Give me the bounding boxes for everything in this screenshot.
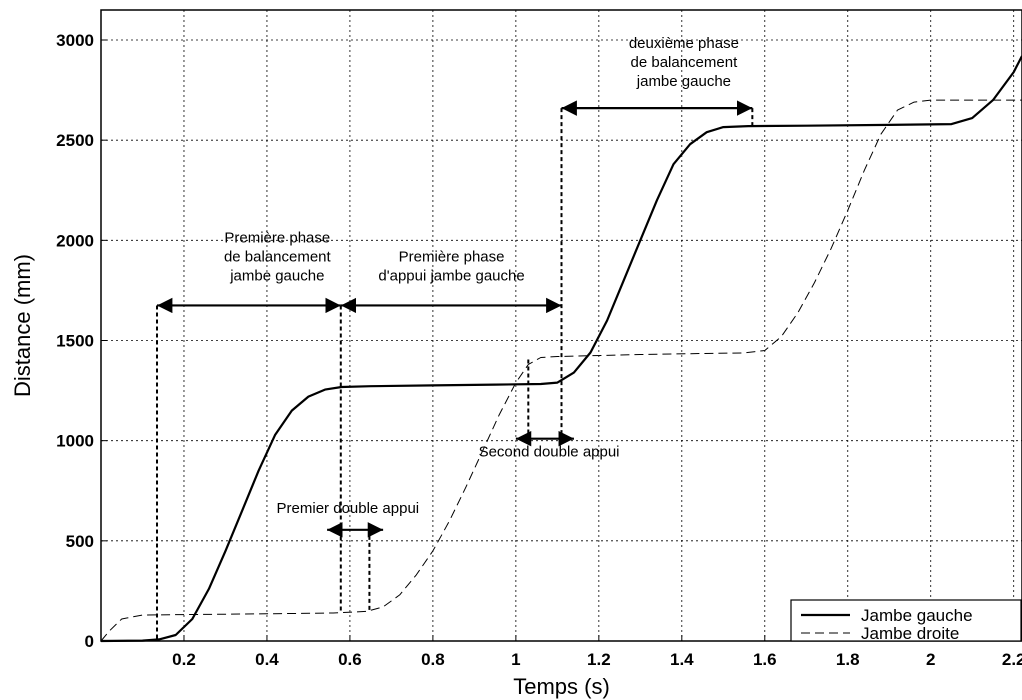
annotation-second-double: Second double appui xyxy=(479,444,620,461)
x-axis-label: Temps (s) xyxy=(513,674,610,699)
x-tick-label: 2.2 xyxy=(1002,650,1022,669)
y-tick-label: 2000 xyxy=(56,231,94,250)
phase-markers xyxy=(156,100,754,640)
y-tick-label: 1000 xyxy=(56,432,94,451)
x-tick-label: 1.8 xyxy=(836,650,860,669)
x-tick-label: 0.2 xyxy=(172,650,196,669)
y-tick-label: 1500 xyxy=(56,332,94,351)
x-tick-label: 0.8 xyxy=(421,650,445,669)
y-tick-label: 500 xyxy=(66,532,94,551)
legend-label-jambe-gauche: Jambe gauche xyxy=(861,606,973,625)
x-tick-label: 1.6 xyxy=(753,650,777,669)
legend-box xyxy=(790,599,1022,642)
annotations: Première phase de balancement jambe gauche… xyxy=(224,35,739,517)
x-tick-label: 0.6 xyxy=(338,650,362,669)
x-tick-label: 2 xyxy=(926,650,935,669)
annotation-prem-appui: d'appui jambe gauche xyxy=(378,267,524,284)
legend: Jambe gauche Jambe droite xyxy=(790,599,1022,643)
annotation-prem-balancement: Première phase xyxy=(224,229,330,246)
plot-frame xyxy=(100,9,1022,642)
annotation-prem-double: Premier double appui xyxy=(277,500,420,517)
legend-label-jambe-droite: Jambe droite xyxy=(861,624,959,643)
x-tick-label: 1.2 xyxy=(587,650,611,669)
y-axis-label: Distance (mm) xyxy=(10,254,35,397)
annotation-deux-balancement: jambe gauche xyxy=(636,73,731,90)
y-tick-label: 3000 xyxy=(56,31,94,50)
annotation-prem-balancement: de balancement xyxy=(224,248,332,265)
y-tick-label: 0 xyxy=(85,632,94,651)
y-axis-ticks: 0 500 1000 1500 2000 2500 3000 xyxy=(56,31,107,651)
series-line-jambe-droite xyxy=(100,99,1022,642)
series-layer xyxy=(100,55,1022,643)
annotation-deux-balancement: de balancement xyxy=(631,54,739,71)
x-tick-label: 1.4 xyxy=(670,650,694,669)
y-tick-label: 2500 xyxy=(56,131,94,150)
annotation-deux-balancement: deuxième phase xyxy=(629,35,739,52)
x-tick-label: 1 xyxy=(511,650,520,669)
x-axis-ticks: 0.2 0.4 0.6 0.8 1 1.2 1.4 1.6 1.8 2 2.2 xyxy=(172,635,1022,669)
series-line-jambe-gauche xyxy=(100,55,1022,643)
annotation-prem-balancement: jambe gauche xyxy=(229,267,324,284)
annotation-prem-appui: Première phase xyxy=(399,248,505,265)
x-tick-label: 0.4 xyxy=(255,650,279,669)
